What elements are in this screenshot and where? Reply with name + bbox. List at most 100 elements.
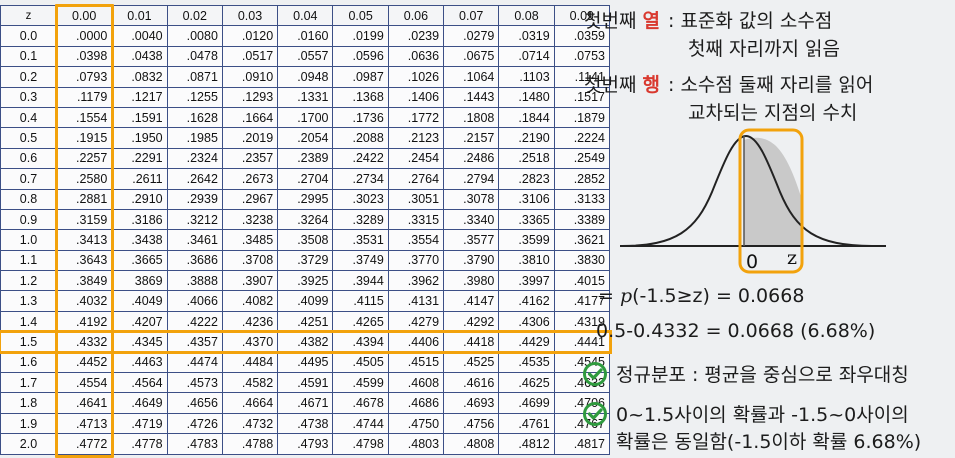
- table-cell: .2794: [443, 168, 500, 190]
- table-cell: .2389: [277, 147, 334, 170]
- table-cell: .3643: [55, 249, 113, 272]
- table-cell: .3997: [498, 270, 555, 292]
- row-z-label: 0.2: [0, 66, 57, 88]
- table-cell: .3289: [332, 208, 389, 231]
- table-row: 0.8.2881.2910.2939.2967.2995.3023.3051.3…: [0, 188, 610, 210]
- table-cell: .3665: [111, 249, 168, 272]
- table-cell: .3980: [443, 270, 500, 292]
- table-cell: .2157: [443, 127, 500, 149]
- column-header: 0.04: [277, 4, 334, 27]
- table-row: 1.4.4192.4207.4222.4236.4251.4265.4279.4…: [0, 310, 610, 333]
- table-cell: .4394: [332, 331, 389, 353]
- table-cell: .4515: [387, 351, 445, 374]
- table-cell: .2881: [55, 188, 113, 210]
- table-cell: .1554: [55, 106, 113, 129]
- table-cell: .0675: [443, 45, 500, 68]
- table-cell: .3508: [277, 229, 334, 251]
- explanation-panel: 첫번째 열 : 표준화 값의 소수점 첫째 자리까지 읽음 첫번째 행 : 소수…: [560, 0, 955, 456]
- table-cell: .0987: [332, 66, 389, 88]
- table-cell: .4345: [111, 331, 168, 353]
- table-cell: .4251: [277, 310, 334, 333]
- table-cell: .2054: [277, 127, 334, 149]
- table-cell: .2673: [221, 168, 279, 190]
- formula-equals: =: [598, 285, 614, 307]
- table-cell: .0398: [55, 45, 113, 68]
- table-cell: .0438: [111, 45, 168, 68]
- table-cell: .2611: [111, 168, 168, 190]
- table-cell: .4788: [221, 433, 279, 455]
- table-row: 0.2.0793.0832.0871.0910.0948.0987.1026.1…: [0, 66, 610, 88]
- table-cell: .1293: [221, 86, 279, 108]
- table-cell: .3907: [221, 270, 279, 292]
- table-cell: .0910: [221, 66, 279, 88]
- table-cell: .4678: [332, 392, 389, 414]
- table-cell: .3830: [553, 249, 610, 272]
- table-cell: .4049: [111, 290, 168, 312]
- table-cell: .0199: [332, 25, 389, 47]
- table-cell: .0160: [277, 25, 334, 47]
- table-cell: .0120: [221, 25, 279, 47]
- table-cell: .1985: [166, 127, 223, 149]
- table-row: 0.6.2257.2291.2324.2357.2389.2422.2454.2…: [0, 147, 610, 170]
- table-cell: .2967: [221, 188, 279, 210]
- table-cell: .3888: [166, 270, 223, 292]
- table-cell: .1591: [111, 106, 168, 129]
- table-cell: .1406: [387, 86, 445, 108]
- formula-p-symbol: p: [619, 285, 633, 307]
- table-cell: .0871: [166, 66, 223, 88]
- table-cell: .4306: [498, 310, 555, 333]
- table-cell: .3790: [443, 249, 500, 272]
- table-cell: .4564: [111, 372, 168, 394]
- column-header: 0.09: [553, 4, 610, 27]
- table-cell: .4406: [387, 331, 445, 353]
- table-cell: .4706: [553, 392, 610, 414]
- bullet-equal-probability-line2: 확률은 동일함(-1.5이하 확률 6.68%): [616, 431, 922, 453]
- table-cell: .4099: [277, 290, 334, 312]
- table-cell: .4484: [221, 351, 279, 374]
- row-word: 행: [642, 74, 660, 96]
- table-cell: .4798: [332, 433, 389, 455]
- table-cell: .0359: [553, 25, 610, 47]
- row-z-label: 1.4: [0, 310, 57, 333]
- table-cell: .2580: [55, 168, 113, 190]
- row-z-label: 0.6: [0, 147, 57, 170]
- table-cell: .0832: [111, 66, 168, 88]
- table-row: 1.6.4452.4463.4474.4484.4495.4505.4515.4…: [0, 351, 610, 374]
- table-row: 1.8.4641.4649.4656.4664.4671.4678.4686.4…: [0, 392, 610, 414]
- table-cell: .3686: [166, 249, 223, 272]
- table-cell: .3212: [166, 208, 223, 231]
- table-cell: .4656: [166, 392, 223, 414]
- row-z-label: 1.1: [0, 249, 57, 272]
- table-cell: .3944: [332, 270, 389, 292]
- table-cell: .4812: [498, 433, 555, 455]
- column-header: 0.02: [166, 4, 223, 27]
- table-cell: .3186: [111, 208, 168, 231]
- table-cell: .4177: [553, 290, 610, 312]
- table-cell: .4452: [55, 351, 113, 374]
- row-note-label: 첫번째 행: [584, 70, 660, 97]
- table-cell: .2995: [277, 188, 334, 210]
- table-cell: .4664: [221, 392, 279, 414]
- table-cell: .4418: [443, 331, 500, 353]
- table-row: 2.0.4772.4778.4783.4788.4793.4798.4803.4…: [0, 433, 610, 455]
- table-cell: .4793: [277, 433, 334, 455]
- table-cell: .4554: [55, 372, 113, 394]
- table-cell: .3577: [443, 229, 500, 251]
- table-row: 0.7.2580.2611.2642.2673.2704.2734.2764.2…: [0, 168, 610, 190]
- table-cell: .0239: [387, 25, 445, 47]
- table-cell: .4370: [221, 331, 279, 353]
- table-cell: .1368: [332, 86, 389, 108]
- table-cell: .4693: [443, 392, 500, 414]
- table-cell: .4382: [277, 331, 334, 353]
- table-cell: .2019: [221, 127, 279, 149]
- table-cell: .3554: [387, 229, 445, 251]
- table-cell: .4732: [221, 412, 279, 435]
- table-cell: .4535: [498, 351, 555, 374]
- column-header: 0.00: [55, 4, 113, 27]
- table-cell: .4357: [166, 331, 223, 353]
- table-cell: .4778: [111, 433, 168, 455]
- column-word: 열: [642, 10, 660, 32]
- table-cell: .2291: [111, 147, 168, 170]
- table-cell: .4713: [55, 412, 113, 435]
- table-cell: .4525: [443, 351, 500, 374]
